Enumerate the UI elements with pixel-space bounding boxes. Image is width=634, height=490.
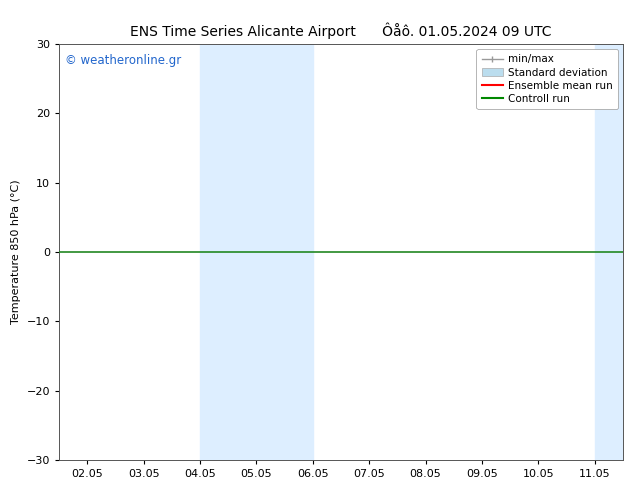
Bar xyxy=(595,44,634,460)
Legend: min/max, Standard deviation, Ensemble mean run, Controll run: min/max, Standard deviation, Ensemble me… xyxy=(477,49,618,109)
Bar xyxy=(200,44,313,460)
Title: ENS Time Series Alicante Airport      Ôåô. 01.05.2024 09 UTC: ENS Time Series Alicante Airport Ôåô. 01… xyxy=(131,22,552,39)
Y-axis label: Temperature 850 hPa (°C): Temperature 850 hPa (°C) xyxy=(11,180,21,324)
Text: © weatheronline.gr: © weatheronline.gr xyxy=(65,54,181,68)
